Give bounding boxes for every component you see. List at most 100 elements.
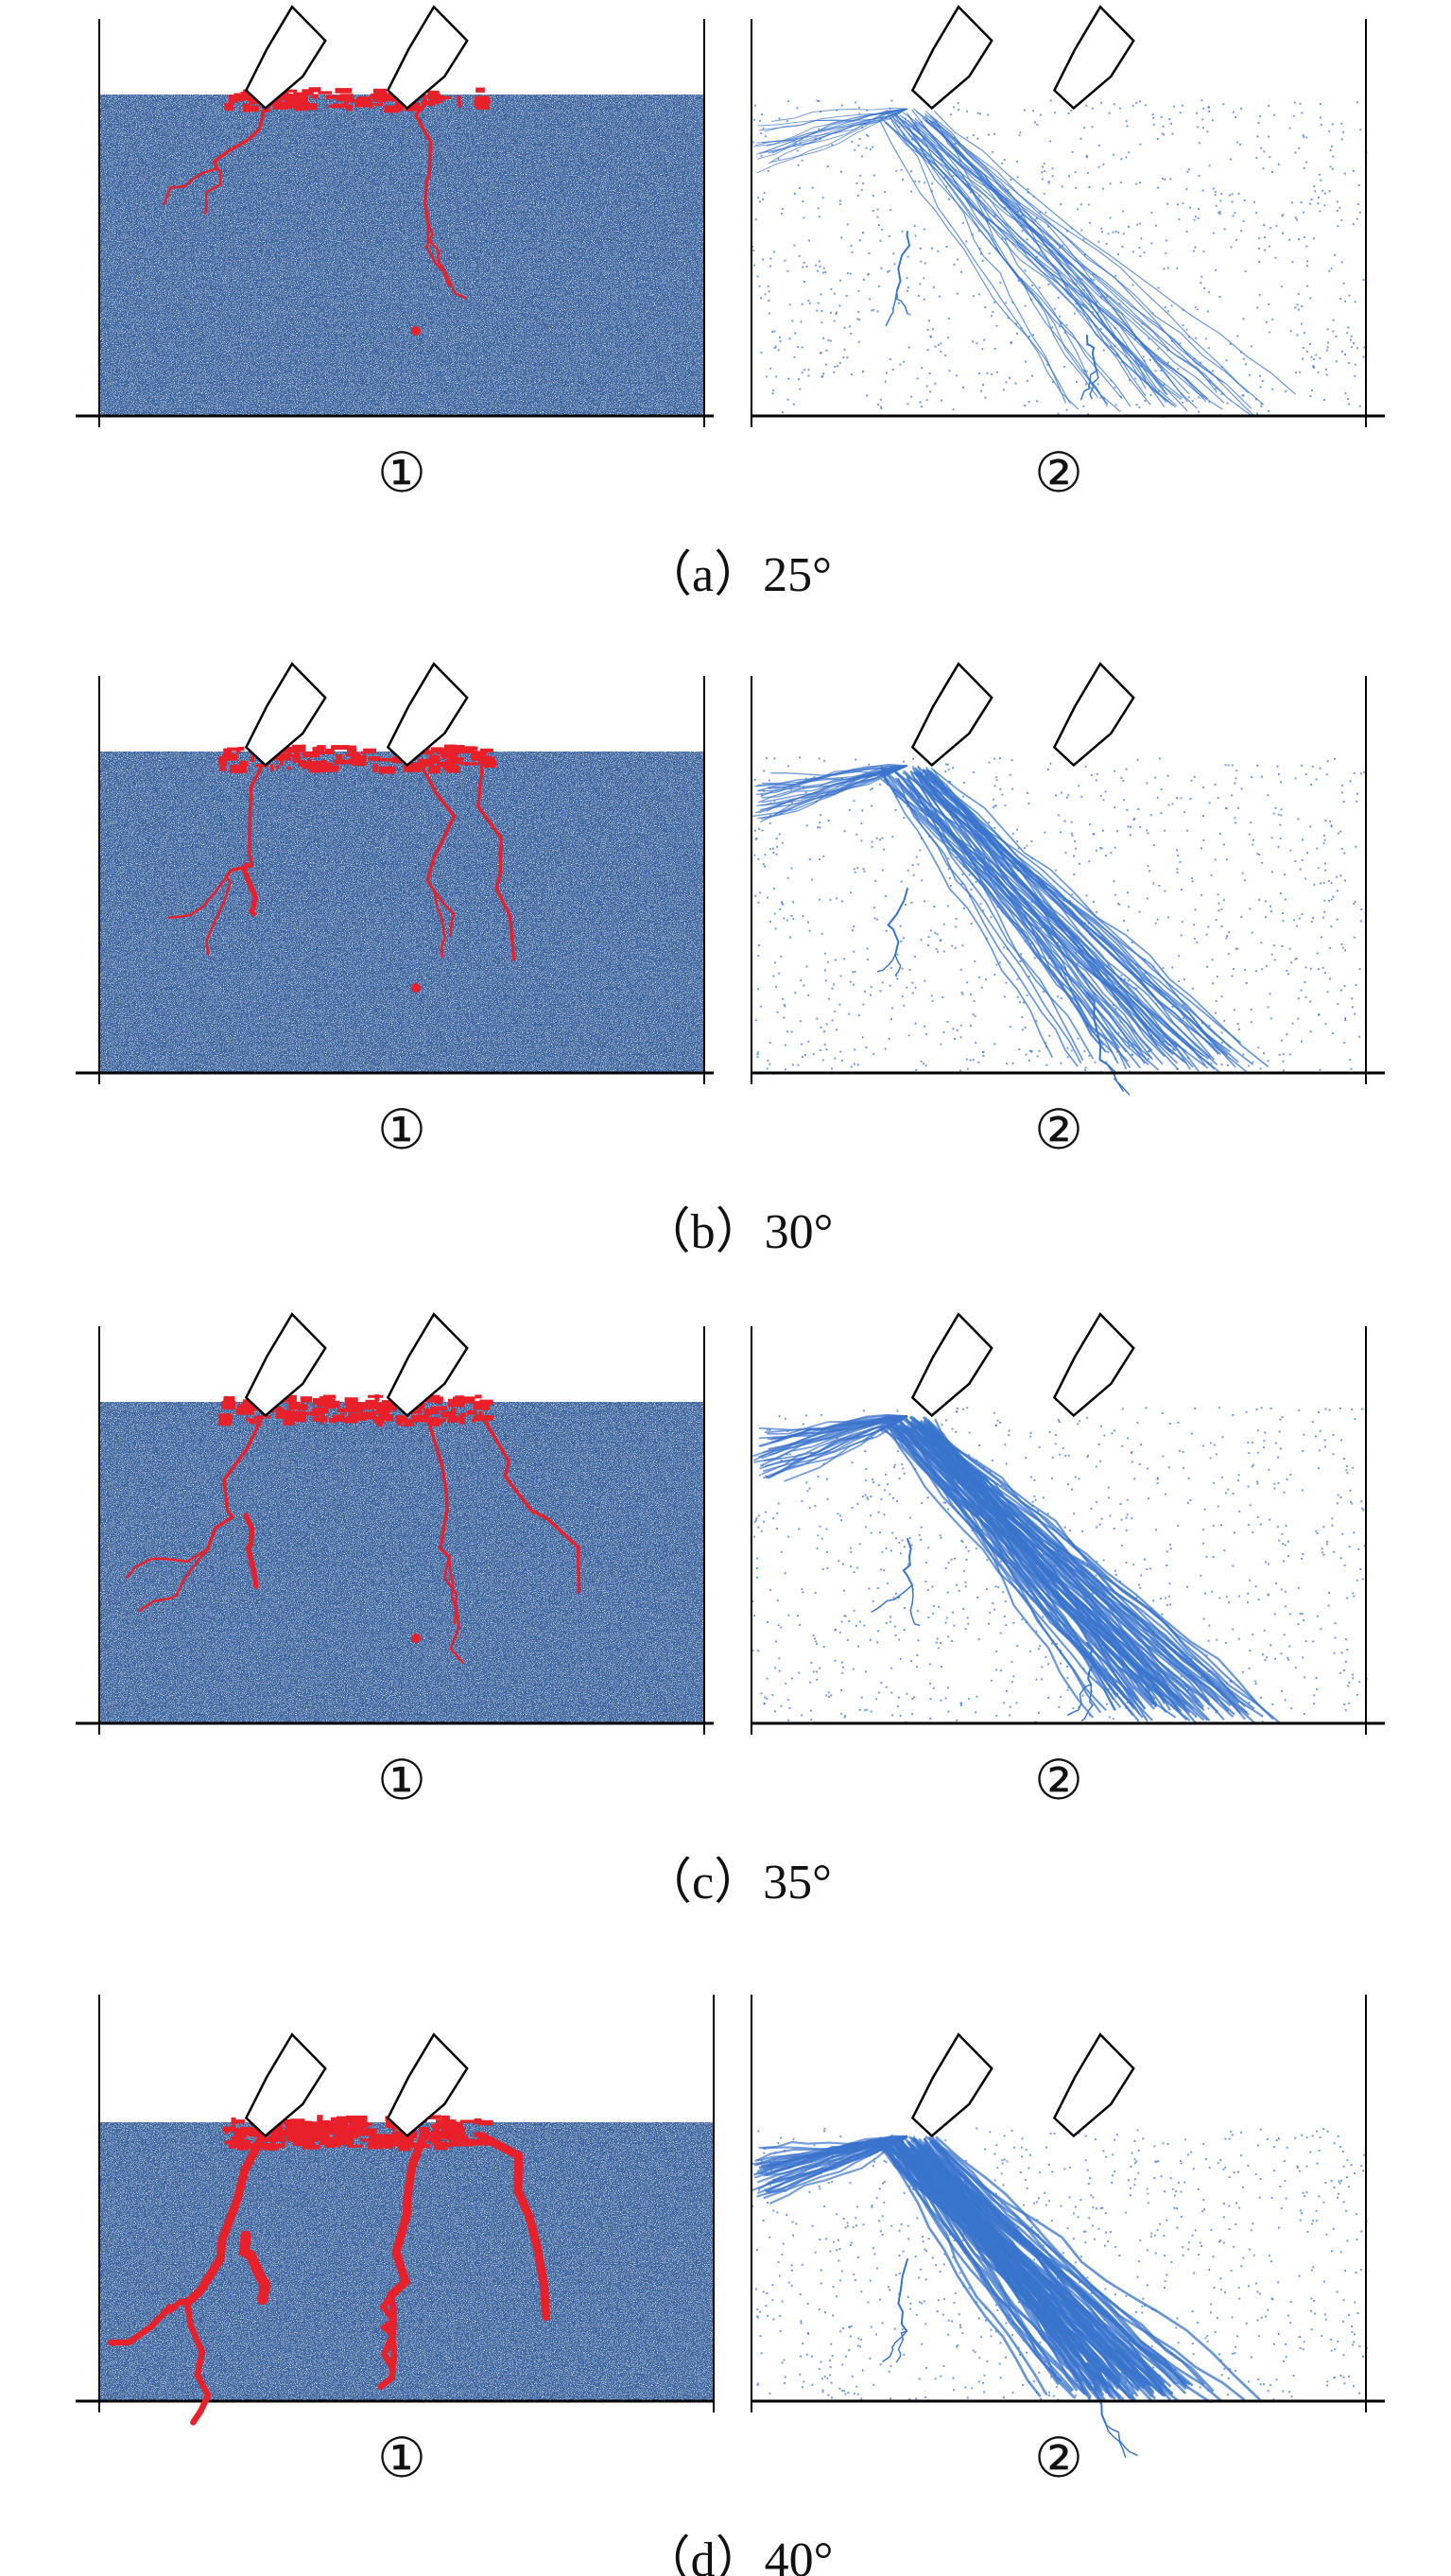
contact xyxy=(1270,1408,1272,1409)
contact xyxy=(1133,2140,1136,2142)
contact xyxy=(982,1050,984,1053)
contact xyxy=(762,863,765,866)
contact xyxy=(969,1025,972,1028)
contact xyxy=(823,759,826,762)
contact xyxy=(1269,331,1271,334)
contact xyxy=(1186,2153,1189,2156)
contact xyxy=(805,1414,808,1417)
contact xyxy=(816,99,819,102)
contact xyxy=(908,313,911,316)
contact xyxy=(1352,170,1355,172)
contact xyxy=(1220,193,1223,196)
contact xyxy=(995,2144,998,2147)
contact xyxy=(1109,1514,1112,1517)
contact xyxy=(760,352,763,354)
contact xyxy=(1313,237,1316,240)
contact xyxy=(1149,2235,1152,2238)
contact xyxy=(832,2286,835,2288)
contact xyxy=(999,1560,1002,1563)
contact xyxy=(833,320,836,322)
contact xyxy=(800,1020,803,1023)
contact xyxy=(856,2344,859,2347)
contact xyxy=(1258,261,1261,263)
contact xyxy=(1232,1493,1235,1495)
contact xyxy=(1361,1578,1364,1581)
contact xyxy=(1349,780,1352,783)
contact xyxy=(1215,387,1218,389)
contact xyxy=(1085,154,1088,157)
contact xyxy=(999,2377,1002,2379)
contact xyxy=(1311,2222,1314,2225)
contact xyxy=(1225,1641,1228,1644)
contact xyxy=(838,203,841,205)
contact xyxy=(853,2393,855,2394)
contact xyxy=(1347,2376,1350,2377)
contact xyxy=(1332,1032,1335,1035)
force-chain xyxy=(882,2140,1042,2398)
contact xyxy=(1062,1446,1064,1449)
contact xyxy=(1027,191,1029,194)
contact xyxy=(1193,924,1196,926)
contact xyxy=(1201,1444,1204,1447)
contact xyxy=(1324,368,1327,371)
crack xyxy=(243,1513,259,1589)
contact xyxy=(1351,1408,1354,1410)
contact xyxy=(1026,238,1028,241)
force-chain xyxy=(889,116,1080,410)
contact xyxy=(882,2182,884,2185)
cutting-pick-2 xyxy=(386,1312,469,1418)
contact xyxy=(951,944,954,947)
force-chain-node xyxy=(1105,2424,1138,2456)
contact xyxy=(1118,903,1121,906)
contact xyxy=(766,2292,769,2294)
crushed-zone xyxy=(475,1394,482,1399)
contact xyxy=(1356,347,1358,350)
contact xyxy=(957,258,959,261)
contact xyxy=(1234,2352,1236,2355)
contact xyxy=(1163,268,1166,270)
contact xyxy=(1232,215,1235,217)
contact xyxy=(1314,2312,1316,2315)
contact xyxy=(767,2314,769,2317)
force-chain xyxy=(880,771,1149,1066)
contact xyxy=(812,1634,815,1637)
contact xyxy=(1313,883,1316,886)
contact xyxy=(863,1624,866,1627)
contact xyxy=(1202,107,1205,110)
contact xyxy=(760,1005,763,1008)
contact xyxy=(756,1051,759,1054)
contact xyxy=(825,1694,828,1697)
contact xyxy=(821,1568,824,1571)
contact xyxy=(870,986,872,989)
contact xyxy=(1043,162,1045,164)
contact xyxy=(1358,2392,1360,2394)
contact xyxy=(871,309,873,312)
contact xyxy=(1240,916,1243,918)
contact xyxy=(1094,2138,1097,2141)
contact xyxy=(1198,208,1200,210)
contact xyxy=(841,1661,844,1664)
contact xyxy=(1129,834,1131,837)
contact xyxy=(885,2161,888,2164)
contact xyxy=(1192,250,1195,252)
contact xyxy=(931,999,934,1002)
force-chain-node xyxy=(909,1584,921,1627)
force-chain xyxy=(762,765,908,785)
contact xyxy=(993,1608,996,1611)
contact xyxy=(1224,806,1227,809)
contact xyxy=(1317,372,1320,374)
contact xyxy=(1219,199,1222,202)
contact xyxy=(1119,181,1122,183)
contact xyxy=(881,2151,884,2153)
contact xyxy=(762,127,765,130)
contact xyxy=(1010,179,1012,182)
contact xyxy=(1323,972,1326,975)
contact xyxy=(1235,116,1237,119)
crushed-zone xyxy=(249,2134,260,2137)
contact xyxy=(1070,1049,1073,1052)
contact xyxy=(1175,2190,1178,2193)
contact xyxy=(1015,322,1017,325)
contact xyxy=(985,1588,988,1590)
contact xyxy=(1155,2160,1158,2163)
contact xyxy=(865,1670,867,1673)
